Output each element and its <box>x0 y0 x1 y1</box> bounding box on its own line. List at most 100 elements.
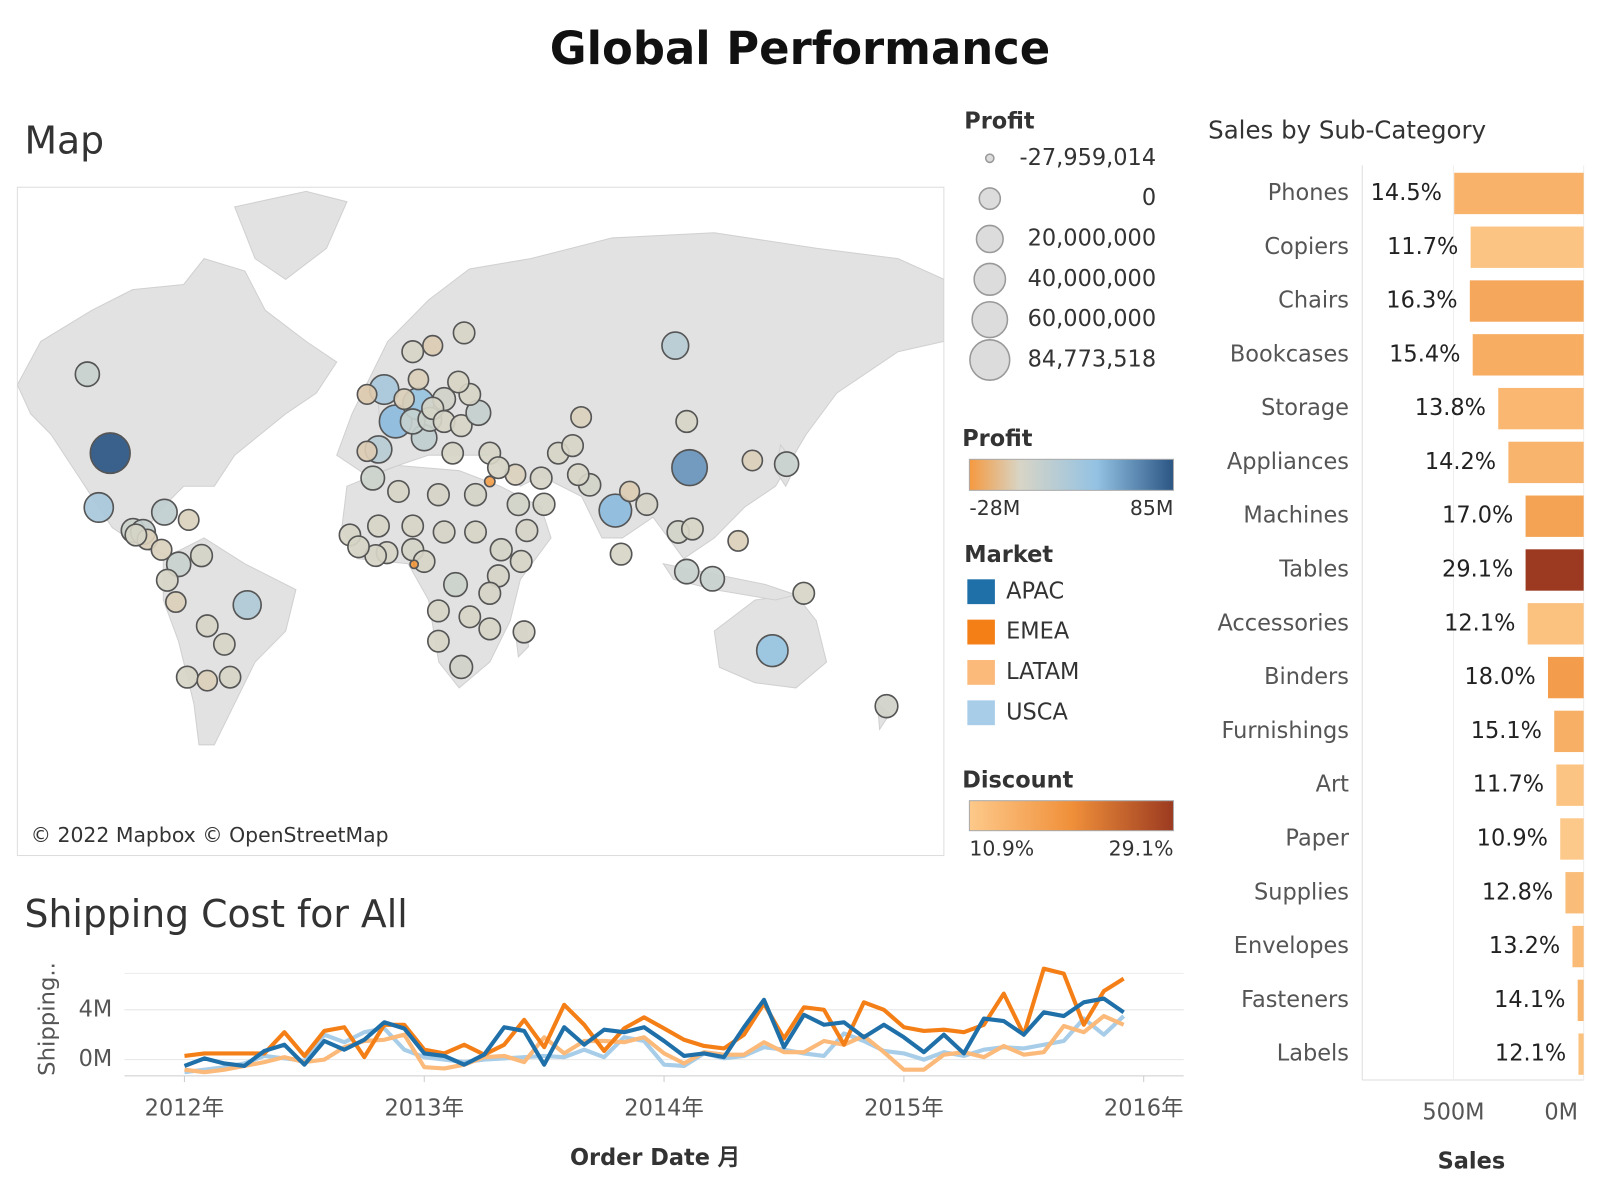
map-point <box>177 508 200 532</box>
map-point <box>671 448 709 487</box>
map-point <box>150 538 173 561</box>
x-tick-label: 500M <box>1422 1100 1484 1126</box>
map-marks <box>74 321 899 719</box>
category-label: Chairs <box>1278 287 1349 313</box>
map-point <box>212 632 236 656</box>
bar <box>1508 441 1584 484</box>
bar <box>1470 226 1584 268</box>
x-tick-label: 2016年 <box>1104 1095 1184 1121</box>
bar <box>1572 925 1584 968</box>
size-legend-mark <box>978 187 1002 211</box>
map-point <box>680 517 704 541</box>
map-point <box>449 654 474 680</box>
map-point <box>673 558 700 585</box>
y-tick-label: 0M <box>79 1046 113 1072</box>
category-label: Envelopes <box>1234 933 1349 959</box>
profit-color-scale <box>968 458 1174 491</box>
bar-chart-title: Sales by Sub-Category <box>1208 115 1486 144</box>
bar <box>1525 549 1584 591</box>
map-point <box>561 433 585 458</box>
map-point <box>409 559 420 570</box>
size-legend-label: 40,000,000 <box>1028 266 1156 292</box>
map-point <box>509 549 533 574</box>
size-legend-mark <box>969 339 1011 381</box>
bar <box>1560 818 1584 860</box>
map-point <box>89 432 131 475</box>
bar-label: 14.1% <box>1494 987 1565 1013</box>
profit-color-label: -28M <box>969 496 1020 520</box>
bar-x-axis-label: Sales <box>1438 1148 1506 1174</box>
map-point <box>422 334 444 357</box>
discount-color-label: 29.1% <box>1109 836 1174 860</box>
x-tick-label: 2015年 <box>864 1095 944 1121</box>
map-point <box>442 571 469 598</box>
map-point <box>489 537 513 562</box>
market-legend-title: Market <box>964 542 1053 568</box>
map-title: Map <box>24 118 104 162</box>
bar-label: 16.3% <box>1386 287 1457 313</box>
category-label: Binders <box>1264 664 1349 690</box>
map-point <box>478 581 502 606</box>
line-series <box>183 996 1125 1069</box>
map-point <box>195 614 219 638</box>
x-tick-label: 2014年 <box>624 1095 704 1121</box>
map-point <box>356 440 378 463</box>
bar-label: 11.7% <box>1473 772 1544 798</box>
map-point <box>432 520 456 544</box>
category-label: Furnishings <box>1221 718 1348 744</box>
bar <box>1578 1033 1584 1075</box>
map-point <box>741 449 764 472</box>
bar-label: 13.2% <box>1489 933 1560 959</box>
size-legend-label: 20,000,000 <box>1028 225 1156 251</box>
map-point <box>232 590 262 620</box>
category-label: Supplies <box>1254 879 1349 905</box>
bar-label: 13.8% <box>1415 395 1486 421</box>
map-point <box>773 451 800 478</box>
attribution: © 2022 Mapbox © OpenStreetMap <box>31 823 389 847</box>
discount-color-scale <box>968 800 1174 832</box>
size-legend-mark <box>984 153 995 164</box>
map-point <box>874 693 899 719</box>
bar-label: 14.2% <box>1425 449 1496 475</box>
map-point <box>401 340 425 364</box>
y-axis-label: Shipping.. <box>35 962 61 1076</box>
map-point <box>360 465 386 491</box>
dashboard-title: Global Performance <box>550 22 1050 75</box>
category-label: Appliances <box>1227 449 1349 475</box>
map-point <box>196 669 219 692</box>
map-point <box>598 493 633 528</box>
attribution-bg <box>24 822 378 851</box>
map-point <box>675 409 699 434</box>
bar-label: 15.1% <box>1471 718 1542 744</box>
map-point <box>407 368 430 391</box>
size-legend-label: 84,773,518 <box>1028 346 1156 372</box>
size-legend-label: 60,000,000 <box>1028 306 1156 332</box>
category-label: Storage <box>1261 395 1349 421</box>
bar <box>1472 334 1584 376</box>
legend-label: APAC <box>1006 578 1064 604</box>
bar <box>1556 764 1584 806</box>
map-point <box>463 482 488 507</box>
color-legend-title: Profit <box>962 426 1032 452</box>
map-point <box>189 543 214 568</box>
legend-swatch <box>967 579 995 605</box>
map-point <box>512 620 536 644</box>
bar <box>1577 979 1584 1022</box>
line-chart-title: Shipping Cost for All <box>24 892 407 936</box>
size-legend-label: 0 <box>1142 185 1156 211</box>
bar-label: 12.1% <box>1495 1041 1566 1067</box>
discount-legend-title: Discount <box>962 767 1073 793</box>
map-point <box>83 491 115 524</box>
map-point <box>218 665 242 689</box>
bar-label: 10.9% <box>1477 825 1548 851</box>
map-point <box>175 665 199 689</box>
size-legend-mark <box>973 262 1007 296</box>
map-point <box>661 331 690 360</box>
map-point <box>755 633 789 668</box>
map-point <box>532 492 556 517</box>
bar <box>1454 172 1584 215</box>
map-point <box>618 480 641 503</box>
category-label: Accessories <box>1217 610 1349 636</box>
bar <box>1525 495 1584 537</box>
